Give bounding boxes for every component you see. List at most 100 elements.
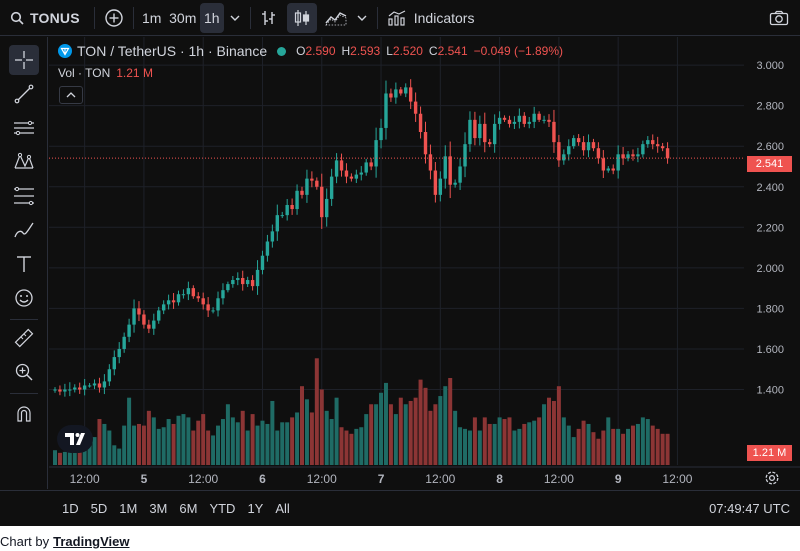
candle-body xyxy=(157,310,161,321)
candle-body xyxy=(611,168,615,171)
range-1d[interactable]: 1D xyxy=(62,501,79,516)
pattern-tool[interactable] xyxy=(9,147,39,177)
volume-bar xyxy=(487,423,492,465)
tradingview-link[interactable]: TradingView xyxy=(53,534,130,549)
tradingview-logo-icon xyxy=(65,433,85,445)
high-key: H xyxy=(341,44,351,58)
volume-bar xyxy=(438,396,443,465)
trend-line-icon xyxy=(14,84,34,104)
volume-bar xyxy=(601,430,606,465)
volume-bar xyxy=(630,425,635,465)
volume-bar xyxy=(260,420,265,465)
time-tick-label: 7 xyxy=(378,472,385,486)
volume-bar xyxy=(225,404,230,465)
candles-chart-type-button[interactable] xyxy=(286,2,317,33)
price-tick-label: 2.000 xyxy=(756,263,784,275)
trend-line-tool[interactable] xyxy=(9,79,39,109)
area-chart-type-button[interactable] xyxy=(321,3,351,33)
crosshair-tool[interactable] xyxy=(9,45,39,75)
volume-bar xyxy=(176,415,181,465)
magnet-tool[interactable] xyxy=(9,399,39,429)
range-ytd[interactable]: YTD xyxy=(209,501,236,516)
volume-bar xyxy=(443,386,448,465)
candle-body xyxy=(557,142,561,161)
candle-body xyxy=(245,280,250,285)
volume-bar xyxy=(196,420,201,465)
toolbar-divider xyxy=(10,319,38,320)
candle-body xyxy=(542,119,546,121)
interval-1h[interactable]: 1h xyxy=(199,2,224,33)
volume-bar xyxy=(606,417,611,465)
candle-body xyxy=(117,348,121,358)
candle-body xyxy=(78,387,82,390)
time-tick-label: 6 xyxy=(259,472,266,486)
utc-clock[interactable]: 07:49:47 UTC xyxy=(709,501,790,516)
candle-body xyxy=(171,300,176,303)
indicators-icon xyxy=(388,9,406,26)
time-tick-label: 5 xyxy=(141,472,148,486)
volume-bar xyxy=(527,422,532,465)
screenshot-button[interactable] xyxy=(764,3,794,33)
volume-bar xyxy=(591,432,596,465)
collapse-legend-button[interactable] xyxy=(59,86,83,104)
close-key: C xyxy=(428,44,438,58)
volume-bar xyxy=(393,414,398,465)
volume-bar xyxy=(497,417,502,465)
symbol-search-button[interactable]: TONUS xyxy=(0,3,88,33)
volume-bar xyxy=(57,452,62,465)
zoom-tool[interactable] xyxy=(9,357,39,387)
volume-bar xyxy=(117,448,122,465)
volume-bar xyxy=(492,423,497,465)
horizontal-lines-tool[interactable] xyxy=(9,113,39,143)
candle-body xyxy=(522,115,526,124)
volume-bar xyxy=(403,404,408,465)
candle-body xyxy=(112,357,116,370)
chart-type-dropdown[interactable] xyxy=(351,3,373,33)
candle-body xyxy=(369,162,373,167)
time-tick-label: 12:00 xyxy=(425,472,455,486)
candle-body xyxy=(576,138,581,143)
brush-tool[interactable] xyxy=(9,215,39,245)
price-axis: 3.000 2.800 2.600 2.400 2.200 2.000 1.800 1.600… xyxy=(756,60,784,396)
toolbar-divider xyxy=(10,393,38,394)
grid xyxy=(49,37,800,468)
candle-body xyxy=(641,144,645,155)
indicators-button[interactable]: Indicators xyxy=(382,3,481,33)
volume-bar xyxy=(151,417,156,465)
candle-body xyxy=(389,93,393,98)
candle-body xyxy=(488,142,492,145)
range-all[interactable]: All xyxy=(275,501,290,516)
price-chart[interactable]: 3.000 2.800 2.600 2.400 2.200 2.000 1.800 1.600… xyxy=(49,37,800,489)
interval-dropdown[interactable] xyxy=(224,3,246,33)
tradingview-logo[interactable] xyxy=(57,425,93,453)
range-1m[interactable]: 1M xyxy=(119,501,138,516)
zoom-in-icon xyxy=(15,363,33,381)
candle-body xyxy=(216,298,220,311)
emoji-tool[interactable] xyxy=(9,283,39,313)
range-5d[interactable]: 5D xyxy=(90,501,108,516)
smile-icon xyxy=(15,289,33,307)
time-tick-label: 12:00 xyxy=(188,472,218,486)
range-6m[interactable]: 6M xyxy=(179,501,198,516)
text-tool[interactable] xyxy=(9,249,39,279)
range-3m[interactable]: 3M xyxy=(149,501,168,516)
volume-bar xyxy=(339,427,344,465)
candle-body xyxy=(443,156,447,179)
volume-bar xyxy=(235,422,240,465)
volume-bar xyxy=(448,377,453,465)
interval-1m[interactable]: 1m xyxy=(138,3,166,33)
chart-settings-button[interactable] xyxy=(764,470,780,491)
interval-label: 1m xyxy=(142,9,162,26)
interval-30m[interactable]: 30m xyxy=(166,3,200,33)
compare-add-button[interactable] xyxy=(99,3,129,33)
measure-tool[interactable] xyxy=(9,323,39,353)
time-tick-label: 9 xyxy=(615,472,622,486)
fib-tool[interactable] xyxy=(9,181,39,211)
candle-body xyxy=(231,280,235,285)
bar-chart-type-button[interactable] xyxy=(255,3,283,33)
candle-body xyxy=(285,205,289,216)
volume-bar xyxy=(354,428,359,465)
volume-bar xyxy=(72,445,77,465)
range-1y[interactable]: 1Y xyxy=(247,501,264,516)
candle-body xyxy=(384,93,388,128)
